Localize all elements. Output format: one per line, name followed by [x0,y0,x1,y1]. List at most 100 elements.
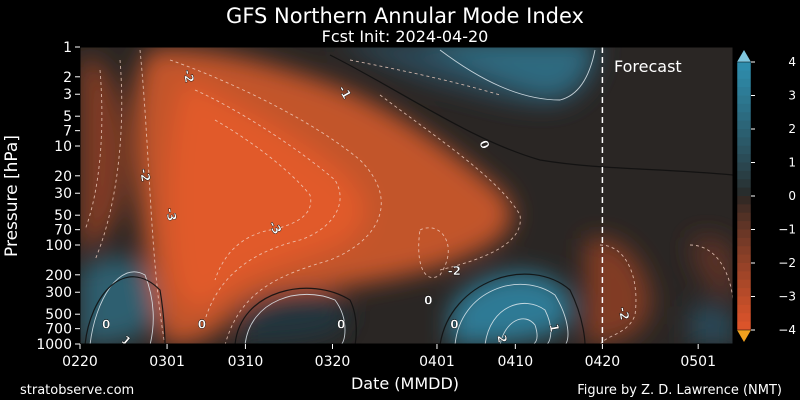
colorbar-segment [737,112,751,122]
y-tick-label: 3 [63,87,72,103]
colorbar-segment [737,279,751,289]
colorbar-segment [737,129,751,138]
contour-label: -2 [448,264,461,278]
colorbar-tick-label: 3 [788,89,796,103]
colorbar-segment [737,103,751,113]
y-tick-label: 5 [63,109,72,125]
colorbar-segment [737,120,751,130]
colorbar-segment [737,70,751,80]
x-tick-label: 0220 [62,354,98,370]
chart-title: GFS Northern Annular Mode Index [226,4,584,28]
contour-label: 0 [424,294,432,308]
contour-label: -2 [137,167,153,183]
colorbar-tick-label: 4 [788,55,796,69]
x-tick-label: 0301 [149,354,185,370]
colorbar-segment [737,137,751,147]
contour-label: 1 [546,323,561,334]
colorbar-segment [737,162,751,172]
anomaly-field [80,47,733,344]
colorbar-segment [737,313,751,323]
y-tick-label: 30 [54,186,72,202]
colorbar-tick-label: −3 [778,290,796,304]
colorbar-segment [737,204,751,214]
colorbar-segment [737,212,751,222]
negative-region-east [690,236,733,300]
contour-label: 0 [337,318,345,332]
colorbar-segment [737,321,751,331]
colorbar-segment [737,187,751,197]
x-tick-label: 0501 [680,354,716,370]
colorbar-segment [737,170,751,180]
colorbar-extend-max [737,50,751,62]
colorbar-segment [737,229,751,239]
y-tick-label: 70 [54,223,72,239]
colorbar-segment [737,221,751,230]
x-axis: 0220 0301 0310 0320 0401 0410 0420 0501 [62,344,716,370]
colorbar-segment [737,179,751,189]
x-tick-label: 0420 [585,354,621,370]
y-tick-label: 50 [54,208,72,224]
colorbar-tick-label: −4 [778,323,796,337]
colorbar-segment [737,237,751,247]
chart-subtitle: Fcst Init: 2024-04-20 [322,27,489,46]
contour-lines-dashed [84,49,733,344]
y-tick-label: 1000 [36,337,72,353]
colorbar-segment [737,304,751,314]
positive-region-far [690,304,733,344]
footer-credit-right: Figure by Z. D. Lawrence (NMT) [577,383,782,398]
y-tick-label: 1 [63,40,72,56]
y-tick-label: 2 [63,70,72,86]
colorbar-extend-min [737,330,751,342]
x-tick-label: 0310 [228,354,264,370]
colorbar-segment [737,271,751,281]
colorbar-segment [737,254,751,264]
colorbar-segment [737,196,751,205]
contour-label: -2 [180,68,196,84]
contour-label: 0 [102,318,110,332]
contour-label: -1 [335,83,354,102]
contour-label: 1 [118,333,133,349]
colorbar-segment [737,62,751,71]
negative-region-west [80,58,126,250]
positive-region-right [450,272,573,344]
contour-label: 0 [450,318,458,332]
contour-label: 2 [494,333,509,344]
y-tick-label: 100 [45,238,72,254]
positive-region-upper-core [431,47,590,95]
colorbar-tick-label: 2 [788,122,796,136]
colorbar-segment [737,263,751,272]
x-tick-label: 0410 [498,354,534,370]
contour-label: -2 [616,306,632,322]
colorbar-segment [737,87,751,96]
colorbar-segment [737,296,751,306]
y-axis-label: Pressure [hPa] [2,135,22,257]
y-tick-label: 300 [45,285,72,301]
colorbar-tick-label: 0 [788,189,796,203]
colorbar-segment [737,288,751,297]
positive-region-mid [240,285,349,344]
positive-region-left [80,257,157,344]
colorbar: 4 3 2 1 0 −1 −2 −3 −4 [736,50,796,342]
colorbar-segment [737,154,751,163]
contour-lines-zero [84,54,733,344]
forecast-label: Forecast [614,57,682,76]
x-axis-label: Date (MMDD) [351,374,459,393]
y-tick-label: 500 [45,307,72,323]
colorbar-tick-label: −2 [778,256,796,270]
colorbar-tick-label: −1 [778,223,796,237]
colorbar-segment [737,78,751,88]
colorbar-segment [737,95,751,105]
footer-credit-left: stratobserve.com [20,383,134,398]
colorbar-segment [737,246,751,256]
y-tick-label: 10 [54,139,72,155]
y-tick-label: 200 [45,268,72,284]
x-tick-label: 0401 [419,354,455,370]
x-tick-label: 0320 [315,354,351,370]
y-tick-label: 20 [54,169,72,185]
colorbar-tick-label: 1 [788,156,796,170]
y-tick-label: 700 [45,322,72,338]
negative-region-core [168,80,365,308]
